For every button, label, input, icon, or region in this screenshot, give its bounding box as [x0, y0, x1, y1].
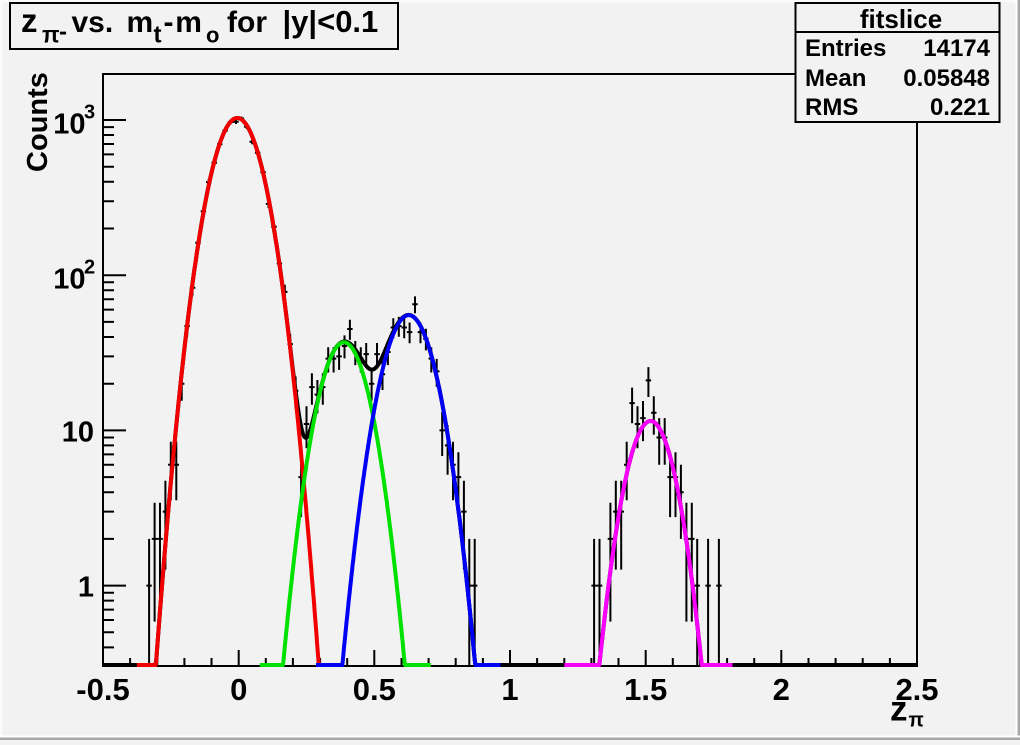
- svg-text:10: 10: [62, 416, 94, 448]
- svg-text:1.5: 1.5: [624, 672, 667, 707]
- svg-text:2: 2: [84, 257, 95, 279]
- svg-text:0.5: 0.5: [353, 672, 396, 707]
- svg-text:0.05848: 0.05848: [903, 65, 990, 92]
- svg-text:1: 1: [78, 572, 94, 604]
- svg-text:2: 2: [773, 672, 790, 707]
- svg-text:π: π: [909, 710, 924, 732]
- svg-text:-: -: [59, 19, 67, 46]
- svg-text:z: z: [21, 2, 38, 39]
- svg-text:m: m: [175, 6, 202, 39]
- svg-text:Entries: Entries: [805, 35, 886, 62]
- svg-text:Mean: Mean: [805, 65, 866, 92]
- svg-text:-0.5: -0.5: [76, 672, 129, 707]
- svg-text:fitslice: fitslice: [860, 4, 942, 34]
- svg-text:0: 0: [230, 672, 247, 707]
- svg-text:o: o: [206, 23, 219, 48]
- svg-text:0.221: 0.221: [930, 94, 990, 121]
- svg-text:z: z: [890, 690, 908, 729]
- svg-text:-: -: [164, 6, 174, 39]
- svg-text:10: 10: [53, 109, 85, 141]
- svg-text:for: for: [227, 6, 267, 39]
- svg-text:RMS: RMS: [805, 94, 858, 121]
- svg-text:π: π: [42, 22, 60, 48]
- svg-text:1: 1: [501, 672, 518, 707]
- svg-text:10: 10: [53, 264, 85, 296]
- svg-text:|y|<0.1: |y|<0.1: [283, 4, 379, 39]
- svg-text:14174: 14174: [923, 35, 990, 62]
- svg-text:3: 3: [84, 102, 95, 124]
- svg-text:vs.: vs.: [72, 6, 114, 39]
- svg-text:m: m: [127, 6, 154, 39]
- svg-text:Counts: Counts: [22, 72, 54, 172]
- svg-text:t: t: [154, 22, 162, 49]
